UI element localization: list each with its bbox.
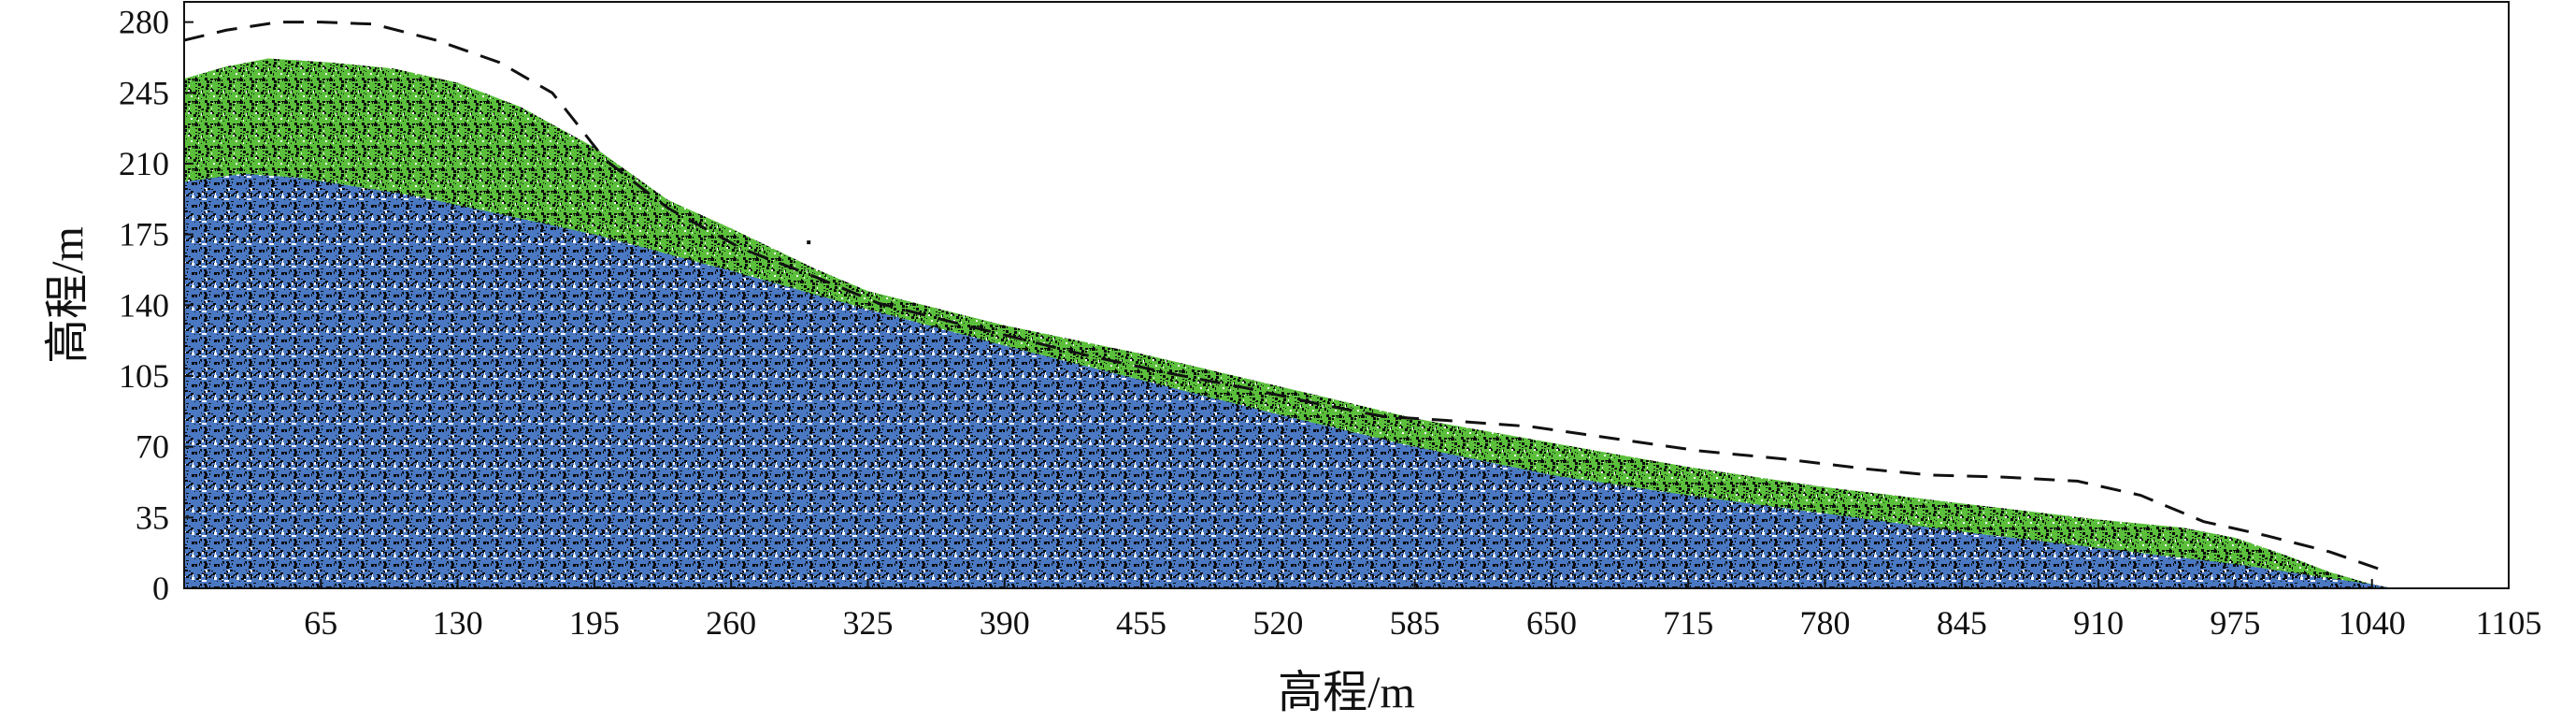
y-tick-label: 70 — [136, 428, 169, 466]
y-axis-title: 高程/m — [43, 226, 93, 364]
x-tick-label: 455 — [1116, 604, 1166, 642]
x-tick-label: 1105 — [2476, 604, 2542, 642]
x-tick-label: 325 — [842, 604, 893, 642]
x-tick-label: 845 — [1937, 604, 1987, 642]
y-tick-label: 280 — [119, 4, 169, 41]
y-tick-label: 0 — [152, 570, 169, 607]
plot-frame — [183, 1, 2510, 589]
x-tick-label: 650 — [1526, 604, 1577, 642]
x-tick-label: 780 — [1800, 604, 1851, 642]
x-tick-label: 1040 — [2339, 604, 2406, 642]
y-tick-label: 105 — [119, 357, 169, 395]
x-tick-label: 130 — [433, 604, 483, 642]
x-tick-label: 390 — [980, 604, 1030, 642]
dashed-profile-line — [184, 21, 2383, 571]
plot-area — [184, 21, 2394, 588]
x-tick-label: 260 — [706, 604, 756, 642]
x-tick-label: 975 — [2210, 604, 2260, 642]
y-axis: 0 35 70 105 140 175 210 245 280 — [119, 4, 193, 607]
annotation-dot — [807, 240, 811, 245]
x-tick-label: 195 — [569, 604, 620, 642]
y-tick-label: 140 — [119, 286, 169, 324]
y-tick-label: 35 — [136, 499, 169, 536]
y-tick-label: 210 — [119, 145, 169, 182]
x-tick-label: 520 — [1252, 604, 1303, 642]
x-tick-label: 910 — [2073, 604, 2124, 642]
x-tick-label: 715 — [1663, 604, 1713, 642]
x-axis-title: 高程/m — [1278, 668, 1415, 717]
x-axis: 65 130 195 260 325 390 455 520 585 650 715 780 845 91… — [304, 579, 2541, 642]
x-tick-label: 65 — [304, 604, 337, 642]
y-tick-label: 175 — [119, 216, 169, 253]
blue-layer-area — [184, 173, 2394, 588]
x-tick-label: 585 — [1390, 604, 1440, 642]
y-tick-label: 245 — [119, 74, 169, 111]
